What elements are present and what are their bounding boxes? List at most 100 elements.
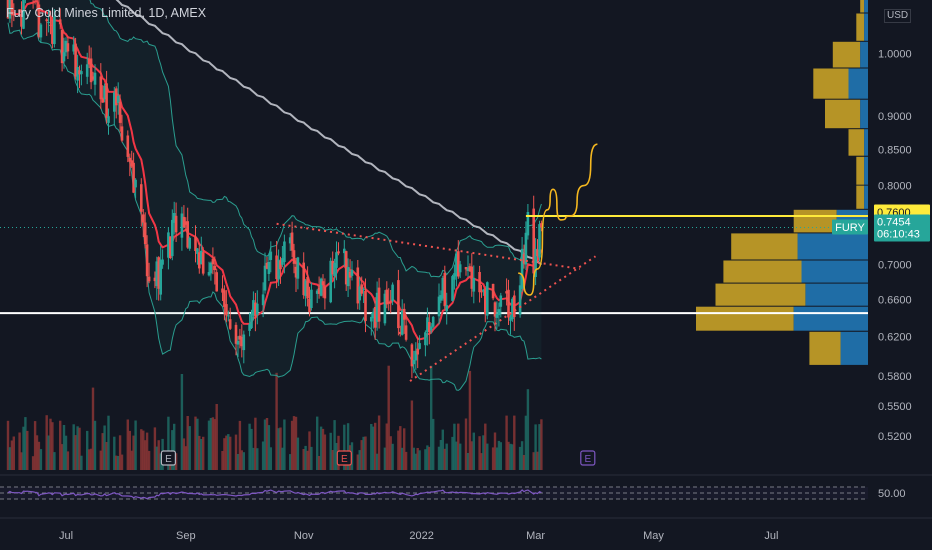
candle-body xyxy=(362,288,365,290)
volume-bar xyxy=(538,424,541,470)
volume-bar xyxy=(74,435,77,470)
volume-bar xyxy=(171,430,174,470)
bollinger-lower xyxy=(7,22,542,391)
candle-body xyxy=(304,280,307,297)
candle-body xyxy=(507,289,510,318)
candle-body xyxy=(329,260,332,303)
volume-bar xyxy=(267,425,271,470)
candle-body xyxy=(451,276,454,301)
candle-body xyxy=(288,237,292,244)
volume-bar xyxy=(356,454,359,470)
time-tick-label: Mar xyxy=(526,530,545,542)
candle-body xyxy=(267,262,271,274)
candle-body xyxy=(470,266,474,289)
candle-body xyxy=(6,0,10,19)
candle-body xyxy=(196,248,199,254)
candle-body xyxy=(10,0,14,15)
price-tick-label: 0.5200 xyxy=(878,431,912,443)
volume-profile-bar xyxy=(856,185,865,209)
earnings-event-marker[interactable]: E xyxy=(580,450,596,466)
volume-bar xyxy=(118,435,122,470)
volume-bar xyxy=(20,452,23,470)
currency-label[interactable]: USD xyxy=(884,9,912,23)
time-tick-label: Nov xyxy=(294,530,314,542)
volume-bar xyxy=(33,421,37,470)
earnings-event-marker[interactable]: E xyxy=(160,450,176,466)
volume-bar xyxy=(269,447,272,470)
volume-profile-bar xyxy=(801,260,868,283)
volume-bar xyxy=(445,443,448,470)
candle-body xyxy=(62,52,66,62)
price-tick-label: 0.6200 xyxy=(878,332,912,344)
volume-bar xyxy=(248,423,251,470)
volume-profile-bar xyxy=(696,306,794,331)
volume-bar xyxy=(281,447,284,470)
volume-bar xyxy=(358,450,361,470)
symbol-tag-bg xyxy=(832,219,868,235)
projection-path xyxy=(518,143,598,296)
candle-body xyxy=(172,213,176,223)
price-tick-label: 0.8000 xyxy=(878,181,912,193)
candle-body xyxy=(53,16,56,45)
volume-bar xyxy=(202,436,205,470)
volume-bar xyxy=(238,420,242,470)
candle-body xyxy=(538,224,541,258)
candle-body xyxy=(240,336,244,347)
volume-bar xyxy=(451,436,454,470)
volume-bar xyxy=(225,435,228,470)
candle-body xyxy=(12,12,16,13)
volume-profile-bar xyxy=(797,233,868,260)
candle-body xyxy=(441,277,445,299)
earnings-event-box xyxy=(580,450,596,466)
price-tick-label: 0.5500 xyxy=(878,401,912,413)
volume-bar xyxy=(277,428,280,470)
volume-bar xyxy=(147,450,151,470)
volume-bar xyxy=(290,420,294,470)
candle-body xyxy=(511,298,514,320)
candle-body xyxy=(497,309,501,316)
candle-body xyxy=(344,251,348,285)
volume-profile-bar xyxy=(809,331,841,365)
candle-body xyxy=(39,24,43,38)
volume-bar xyxy=(35,435,39,470)
earnings-event-marker[interactable]: E xyxy=(336,450,352,466)
candle-body xyxy=(74,43,77,77)
candle-body xyxy=(215,272,218,292)
candle-body xyxy=(387,301,390,304)
volume-bar xyxy=(142,430,145,470)
volume-bar xyxy=(155,446,158,470)
candle-body xyxy=(486,282,489,316)
candle-body xyxy=(37,4,41,37)
candle-body xyxy=(91,76,95,80)
volume-bar xyxy=(443,448,446,470)
candle-body xyxy=(281,258,284,265)
volume-bar xyxy=(453,423,456,470)
volume-bar xyxy=(424,449,427,470)
candle-body xyxy=(198,252,201,269)
candle-body xyxy=(45,19,48,22)
candle-body xyxy=(294,266,298,278)
volume-profile-bar xyxy=(856,156,865,185)
symbol-tag: FURY xyxy=(835,222,865,234)
candle-body xyxy=(431,316,435,327)
candle-body xyxy=(263,265,267,291)
candle-body xyxy=(174,215,178,233)
candle-body xyxy=(228,319,232,329)
candle-body xyxy=(126,135,130,157)
volume-bar xyxy=(198,435,201,470)
candle-body xyxy=(455,253,458,277)
candle-body xyxy=(128,157,132,162)
volume-profile-bar xyxy=(860,41,868,68)
candle-body xyxy=(283,241,286,262)
volume-profile-bar xyxy=(860,99,868,129)
volume-bar xyxy=(536,451,539,470)
candle-body xyxy=(402,308,406,320)
volume-profile-bar xyxy=(840,331,868,365)
volume-bar xyxy=(437,446,441,470)
volume-bar xyxy=(263,419,267,470)
volume-bar xyxy=(522,455,526,470)
candle-body xyxy=(167,232,170,258)
